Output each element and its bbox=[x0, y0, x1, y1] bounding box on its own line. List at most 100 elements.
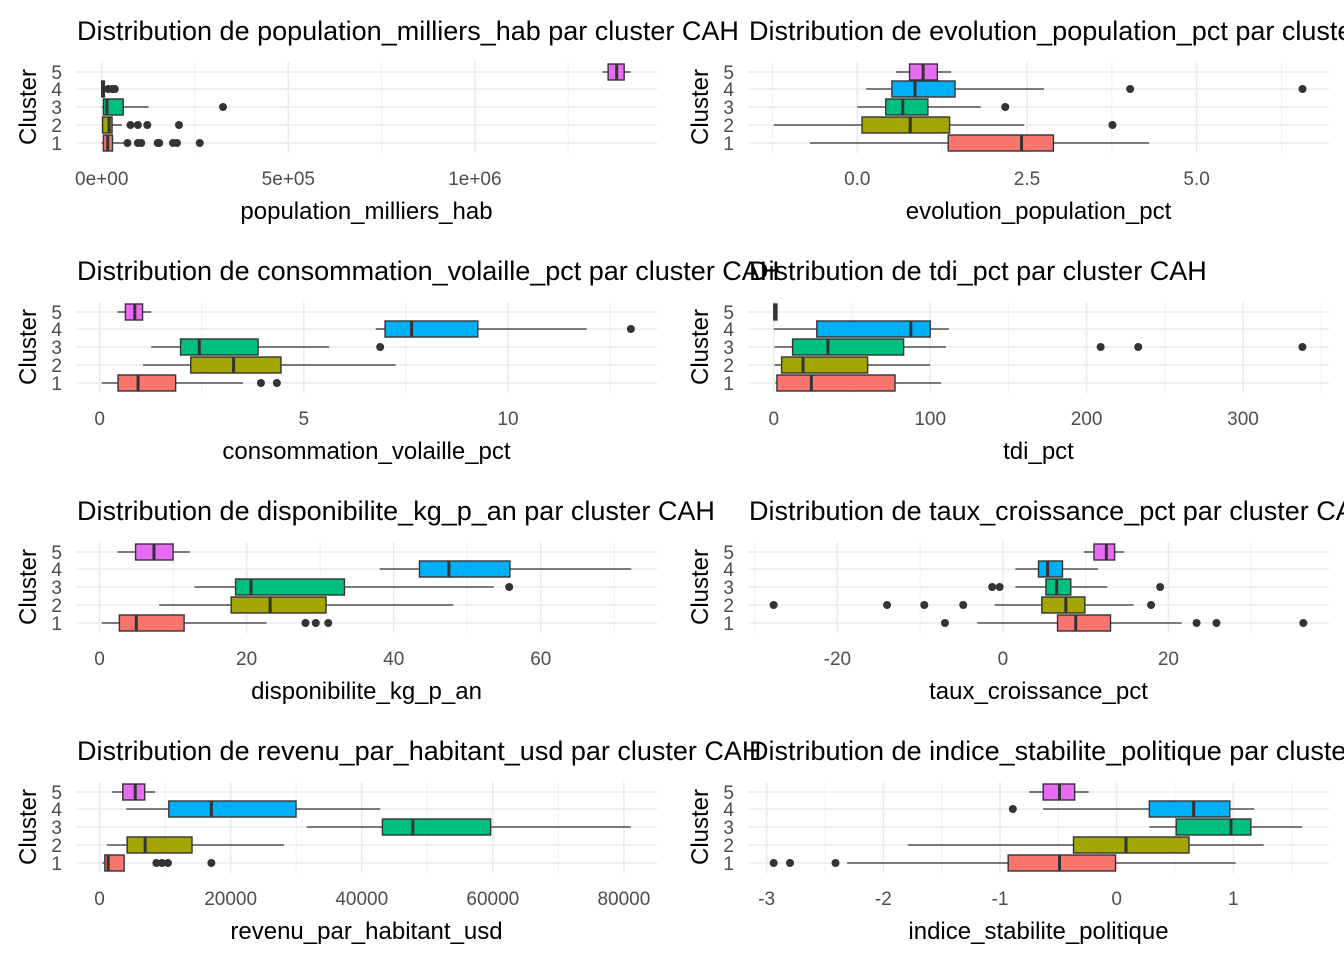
box-cluster-2 bbox=[774, 356, 931, 374]
x-tick-label: 100 bbox=[914, 409, 946, 430]
x-tick-label: 20 bbox=[236, 649, 257, 670]
y-tick-label: 2 bbox=[723, 836, 734, 857]
y-axis-title: Cluster bbox=[15, 309, 42, 385]
outlier-point bbox=[883, 601, 892, 609]
x-tick-label: 0 bbox=[769, 409, 780, 430]
outlier-point bbox=[126, 121, 135, 129]
panel-title: Distribution de disponibilite_kg_p_an pa… bbox=[77, 496, 715, 526]
box-cluster-2 bbox=[101, 116, 183, 134]
box-cluster-2 bbox=[106, 836, 284, 854]
x-tick-label: 200 bbox=[1071, 409, 1103, 430]
x-tick-label: 1e+06 bbox=[448, 169, 501, 190]
box-cluster-5 bbox=[602, 63, 631, 81]
box-iqr bbox=[190, 356, 282, 374]
outlier-point bbox=[1212, 619, 1221, 627]
y-tick-label: 4 bbox=[51, 800, 62, 821]
x-tick-label: -3 bbox=[758, 889, 775, 910]
y-tick-label: 4 bbox=[723, 560, 734, 581]
y-axis-title: Cluster bbox=[687, 549, 714, 625]
box-iqr bbox=[1175, 818, 1252, 836]
y-tick-label: 1 bbox=[51, 854, 62, 875]
y-tick-label: 2 bbox=[723, 596, 734, 617]
outlier-point bbox=[959, 601, 968, 609]
x-tick-label: 1 bbox=[1228, 889, 1239, 910]
outlier-point bbox=[769, 601, 778, 609]
box-cluster-1 bbox=[775, 374, 942, 392]
box-iqr bbox=[384, 320, 479, 338]
outlier-point bbox=[110, 85, 119, 93]
x-axis-title: revenu_par_habitant_usd bbox=[230, 918, 502, 945]
box-iqr bbox=[168, 800, 297, 818]
box-iqr bbox=[230, 596, 327, 614]
panel-title: Distribution de indice_stabilite_politiq… bbox=[749, 736, 1344, 766]
x-tick-label: 5e+05 bbox=[262, 169, 315, 190]
box-iqr bbox=[418, 560, 511, 578]
y-tick-label: 2 bbox=[723, 356, 734, 377]
x-axis-title: tdi_pct bbox=[1003, 438, 1074, 465]
x-tick-label: 0e+00 bbox=[75, 169, 128, 190]
box-cluster-4 bbox=[126, 800, 381, 818]
box-cluster-1 bbox=[101, 374, 281, 392]
outlier-point bbox=[1008, 805, 1017, 813]
x-tick-label: 0 bbox=[998, 649, 1009, 670]
box-iqr bbox=[179, 338, 259, 356]
box-iqr bbox=[234, 578, 346, 596]
y-tick-label: 3 bbox=[723, 338, 734, 359]
box-cluster-1 bbox=[769, 854, 1236, 872]
box-cluster-4 bbox=[379, 560, 632, 578]
y-tick-label: 4 bbox=[51, 80, 62, 101]
y-tick-label: 3 bbox=[51, 338, 62, 359]
y-tick-label: 4 bbox=[723, 80, 734, 101]
box-cluster-3 bbox=[151, 338, 385, 356]
y-tick-label: 5 bbox=[51, 63, 62, 84]
outlier-point bbox=[1298, 343, 1307, 351]
panel-title: Distribution de consommation_volaille_pc… bbox=[77, 256, 779, 286]
outlier-point bbox=[1299, 619, 1308, 627]
y-tick-label: 4 bbox=[723, 800, 734, 821]
outlier-point bbox=[1108, 121, 1117, 129]
x-tick-label: 40000 bbox=[335, 889, 388, 910]
box-iqr bbox=[126, 836, 193, 854]
y-axis-title: Cluster bbox=[15, 789, 42, 865]
outlier-point bbox=[505, 583, 514, 591]
box-iqr bbox=[117, 374, 177, 392]
y-tick-label: 5 bbox=[723, 543, 734, 564]
x-tick-label: 60000 bbox=[466, 889, 519, 910]
y-tick-label: 4 bbox=[51, 560, 62, 581]
box-iqr bbox=[1007, 854, 1117, 872]
box-cluster-3 bbox=[1149, 818, 1303, 836]
box-cluster-4 bbox=[375, 320, 635, 338]
box-cluster-3 bbox=[306, 818, 631, 836]
outlier-point bbox=[311, 619, 320, 627]
box-cluster-1 bbox=[102, 854, 216, 872]
outlier-point bbox=[174, 121, 183, 129]
y-tick-label: 1 bbox=[723, 134, 734, 155]
box-iqr bbox=[776, 374, 896, 392]
box-cluster-4 bbox=[1015, 560, 1099, 578]
y-tick-label: 5 bbox=[51, 303, 62, 324]
box-cluster-4 bbox=[866, 80, 1307, 98]
box-iqr bbox=[816, 320, 931, 338]
box-iqr bbox=[1148, 800, 1231, 818]
x-axis-title: population_milliers_hab bbox=[240, 198, 492, 225]
box-iqr bbox=[101, 116, 113, 134]
box-cluster-3 bbox=[857, 98, 1010, 116]
x-tick-label: 0 bbox=[94, 649, 105, 670]
y-tick-label: 3 bbox=[723, 98, 734, 119]
x-tick-label: 60 bbox=[530, 649, 551, 670]
x-tick-label: 10 bbox=[497, 409, 518, 430]
y-tick-label: 2 bbox=[51, 116, 62, 137]
outlier-point bbox=[1192, 619, 1201, 627]
x-tick-label: 0 bbox=[94, 409, 105, 430]
box-iqr bbox=[885, 98, 929, 116]
y-tick-label: 4 bbox=[723, 320, 734, 341]
box-cluster-4 bbox=[773, 320, 949, 338]
outlier-point bbox=[157, 859, 166, 867]
outlier-point bbox=[376, 343, 385, 351]
y-tick-label: 1 bbox=[723, 854, 734, 875]
box-cluster-1 bbox=[101, 614, 333, 632]
outlier-point bbox=[155, 139, 164, 147]
box-cluster-5 bbox=[117, 543, 190, 561]
y-tick-label: 3 bbox=[723, 578, 734, 599]
box-iqr bbox=[891, 80, 956, 98]
